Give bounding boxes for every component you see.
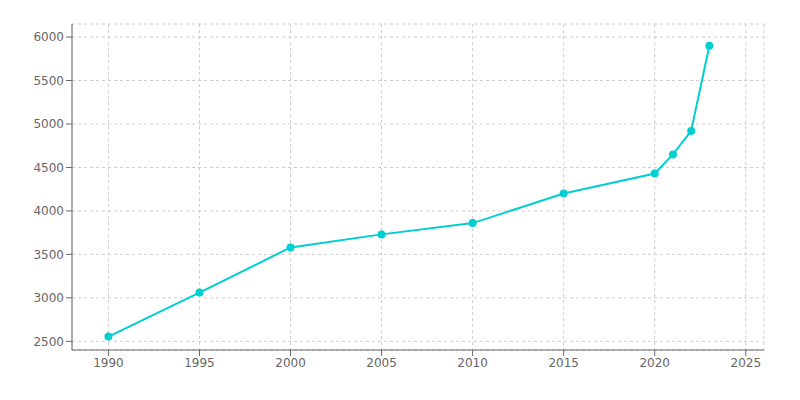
svg-text:2005: 2005 <box>366 356 397 370</box>
svg-text:3500: 3500 <box>33 248 64 262</box>
svg-text:3000: 3000 <box>33 291 64 305</box>
svg-text:2010: 2010 <box>457 356 488 370</box>
svg-text:1990: 1990 <box>93 356 124 370</box>
svg-text:5000: 5000 <box>33 117 64 131</box>
svg-text:2000: 2000 <box>275 356 306 370</box>
svg-text:2500: 2500 <box>33 335 64 349</box>
svg-text:5500: 5500 <box>33 74 64 88</box>
svg-text:4000: 4000 <box>33 204 64 218</box>
svg-text:2025: 2025 <box>731 356 762 370</box>
svg-text:2020: 2020 <box>639 356 670 370</box>
svg-text:6000: 6000 <box>33 30 64 44</box>
svg-text:2015: 2015 <box>548 356 579 370</box>
svg-text:1995: 1995 <box>184 356 215 370</box>
svg-text:4500: 4500 <box>33 161 64 175</box>
